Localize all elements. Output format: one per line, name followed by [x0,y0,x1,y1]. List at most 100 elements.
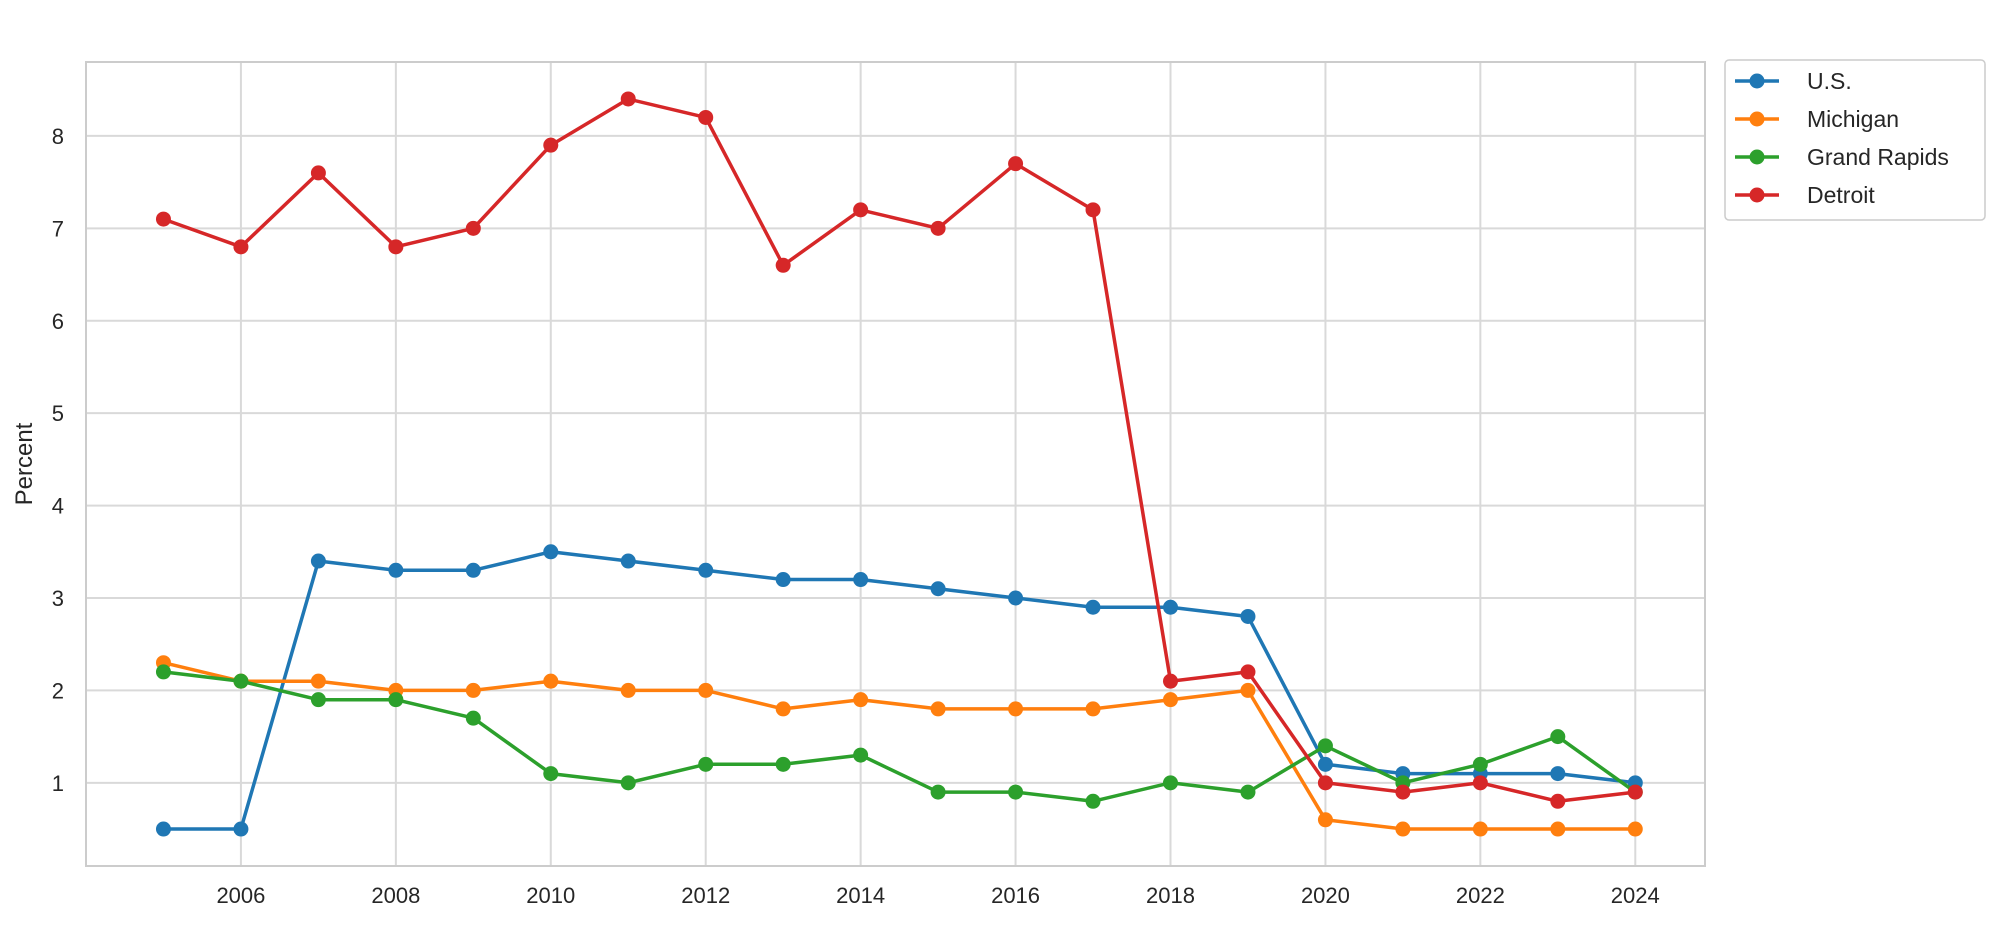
data-point [310,673,326,689]
data-point [1550,821,1566,837]
data-point [1085,701,1101,717]
x-tick-label: 2018 [1146,883,1195,908]
legend-item: Michigan [1735,106,1899,132]
data-point [853,572,869,588]
legend-item: U.S. [1735,68,1852,94]
data-point [465,710,481,726]
y-tick-label: 2 [52,678,64,703]
x-tick-label: 2016 [991,883,1040,908]
y-tick-label: 8 [52,124,64,149]
data-point [853,692,869,708]
data-point [1395,784,1411,800]
data-point [1627,784,1643,800]
legend-swatch-marker [1749,187,1765,203]
y-axis-title: Percent [11,422,38,505]
data-point [233,821,249,837]
data-point [698,562,714,578]
x-tick-label: 2024 [1611,883,1660,908]
data-point [155,821,171,837]
series-line [161,550,1638,831]
data-point [388,239,404,255]
x-tick-label: 2010 [526,883,575,908]
data-point [1085,202,1101,218]
data-point [1008,156,1024,172]
series-line [161,670,1638,804]
x-tick-label: 2014 [836,883,885,908]
data-point [388,562,404,578]
grid [86,62,1705,866]
x-axis-ticks: 2006 2008 2010 2012 2014 2016 2018 2020 2022 2024 [216,883,1659,908]
data-point [1472,821,1488,837]
data-point [1317,738,1333,754]
data-point [1317,756,1333,772]
data-point [233,673,249,689]
data-point [930,220,946,236]
data-point [620,682,636,698]
data-point [698,756,714,772]
data-point [1240,664,1256,680]
y-tick-label: 5 [52,401,64,426]
data-point [543,544,559,560]
series-1 [155,655,1643,837]
plot-area-frame [85,61,1706,867]
data-point [620,553,636,569]
x-tick-label: 2022 [1456,883,1505,908]
data-point [310,692,326,708]
series-0 [155,544,1643,837]
data-point [1395,821,1411,837]
data-point [1008,784,1024,800]
data-point [775,572,791,588]
series-3 [155,91,1643,809]
data-point [1240,784,1256,800]
data-point [853,747,869,763]
y-axis-ticks: 1 2 3 4 5 6 7 8 [52,124,64,796]
legend-swatch-marker [1749,73,1765,89]
legend-label: Michigan [1807,106,1899,132]
x-tick-label: 2020 [1301,883,1350,908]
data-point [1162,692,1178,708]
data-point [543,766,559,782]
data-point [853,202,869,218]
series-line [161,97,1638,804]
data-point [698,682,714,698]
data-point [155,664,171,680]
data-point [698,109,714,125]
legend-frame [1724,59,1986,221]
data-point [1162,775,1178,791]
data-point [775,257,791,273]
legend-item: Detroit [1735,182,1875,208]
data-point [1550,793,1566,809]
y-tick-label: 1 [52,771,64,796]
data-point [465,562,481,578]
data-point [1550,766,1566,782]
legend-label: Grand Rapids [1807,144,1949,170]
data-point [1550,729,1566,745]
data-point [930,581,946,597]
data-point [1317,775,1333,791]
data-point [1627,821,1643,837]
y-tick-label: 6 [52,309,64,334]
series-layer [155,91,1643,837]
data-point [930,784,946,800]
data-point [1317,812,1333,828]
data-point [155,211,171,227]
data-point [543,673,559,689]
data-point [1085,599,1101,615]
legend-swatch-marker [1749,149,1765,165]
legend-label: U.S. [1807,68,1852,94]
y-tick-label: 3 [52,586,64,611]
legend-label: Detroit [1807,182,1875,208]
series-line [161,660,1638,831]
data-point [775,701,791,717]
data-point [620,91,636,107]
data-point [620,775,636,791]
data-point [775,756,791,772]
legend-items: U.S. Michigan Grand Rapids Detroit [1735,68,1949,208]
y-tick-label: 7 [52,216,64,241]
data-point [1472,756,1488,772]
data-point [1240,682,1256,698]
data-point [310,165,326,181]
data-point [465,682,481,698]
data-point [930,701,946,717]
